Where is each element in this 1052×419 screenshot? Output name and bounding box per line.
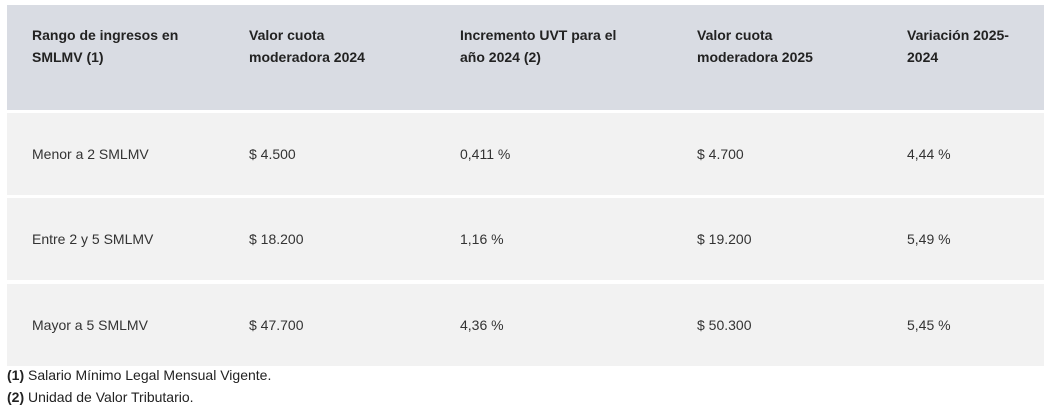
table-header (7, 5, 1044, 110)
footnote-marker: (2) (7, 389, 25, 405)
table-cell: $ 19.200 (697, 231, 752, 247)
table-cell: 4,36 % (460, 317, 504, 333)
table-cell: 5,45 % (907, 317, 951, 333)
table-row (7, 113, 1044, 195)
table-cell: Entre 2 y 5 SMLMV (32, 231, 154, 247)
table-cell: Menor a 2 SMLMV (32, 146, 149, 162)
table-cell: $ 50.300 (697, 317, 752, 333)
footnote: (2) Unidad de Valor Tributario. (7, 389, 194, 405)
table-cell: $ 4.500 (249, 146, 296, 162)
header-cell: Rango de ingresos en SMLMV (1) (32, 27, 179, 65)
table-cell: $ 47.700 (249, 317, 304, 333)
table-cell: 1,16 % (460, 231, 504, 247)
table-cell: 0,411 % (460, 146, 511, 162)
header-cell: Valor cuota moderadora 2024 (249, 27, 365, 65)
footnote: (1) Salario Mínimo Legal Mensual Vigente… (7, 367, 271, 383)
table-cell: $ 4.700 (697, 146, 744, 162)
footnote-marker: (1) (7, 367, 25, 383)
table-row (7, 284, 1044, 366)
header-cell: Variación 2025-2024 (907, 27, 1009, 65)
table-cell: $ 18.200 (249, 231, 304, 247)
table-cell: Mayor a 5 SMLMV (32, 317, 148, 333)
header-cell: Incremento UVT para el año 2024 (2) (460, 27, 617, 65)
footnote-text: Salario Mínimo Legal Mensual Vigente. (28, 367, 272, 383)
table-cell: 4,44 % (907, 146, 951, 162)
header-cell: Valor cuota moderadora 2025 (697, 27, 813, 65)
table-cell: 5,49 % (907, 231, 951, 247)
footnote-text: Unidad de Valor Tributario. (28, 389, 194, 405)
table-row (7, 198, 1044, 280)
